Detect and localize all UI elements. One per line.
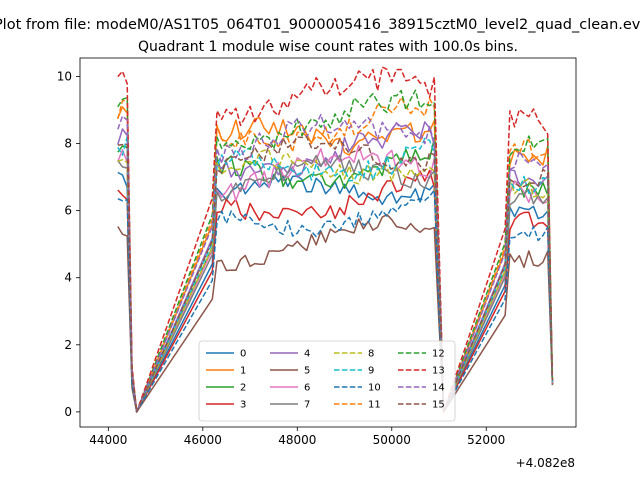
legend-label-12: 12: [432, 349, 445, 360]
x-tick-label: 50000: [373, 433, 411, 447]
x-offset-label: +4.082e8: [516, 456, 575, 470]
x-tick-label: 52000: [467, 433, 505, 447]
chart-title: Quadrant 1 module wise count rates with …: [138, 39, 518, 55]
x-tick-label: 46000: [184, 433, 222, 447]
legend-label-9: 9: [368, 366, 374, 377]
x-tick-label: 44000: [89, 433, 127, 447]
legend-label-8: 8: [368, 349, 374, 360]
y-tick-label: 10: [57, 69, 72, 83]
legend-label-2: 2: [240, 383, 246, 394]
x-tick-label: 48000: [278, 433, 316, 447]
legend-label-4: 4: [304, 349, 310, 360]
y-tick-label: 6: [64, 204, 72, 218]
axes-frame: [79, 57, 577, 428]
y-tick-label: 4: [64, 271, 72, 285]
legend-label-11: 11: [368, 400, 381, 411]
y-tick-label: 8: [64, 137, 72, 151]
legend-label-10: 10: [368, 383, 381, 394]
y-tick-label: 2: [64, 338, 72, 352]
figure-suptitle: Plot from file: modeM0/AS1T05_064T01_900…: [0, 17, 640, 33]
legend-label-1: 1: [240, 366, 246, 377]
legend-label-5: 5: [304, 366, 310, 377]
y-tick-label: 0: [64, 405, 72, 419]
legend-box: [198, 340, 456, 422]
legend-label-13: 13: [432, 366, 445, 377]
legend-label-7: 7: [304, 400, 310, 411]
legend-label-3: 3: [240, 400, 246, 411]
legend-label-14: 14: [432, 383, 445, 394]
legend-label-15: 15: [432, 400, 445, 411]
legend-label-6: 6: [304, 383, 310, 394]
legend-label-0: 0: [240, 349, 246, 360]
